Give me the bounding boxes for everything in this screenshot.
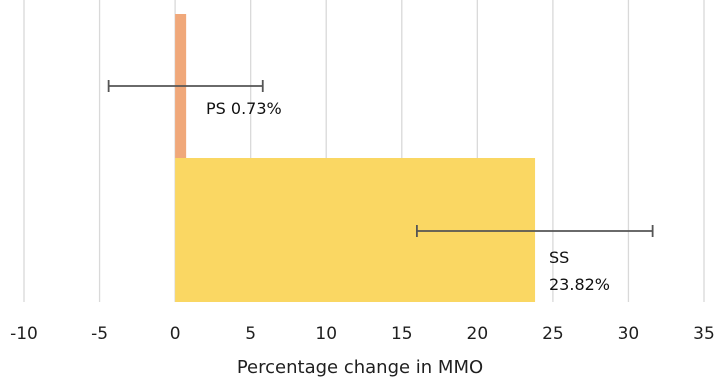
- data-label-ps: PS 0.73%: [206, 99, 282, 118]
- x-tick-label-0: -10: [10, 324, 38, 344]
- data-label-ss-value: 23.82%: [549, 275, 610, 294]
- bars: [175, 14, 536, 302]
- bar-ss: [175, 158, 536, 302]
- x-tick-label-5: 15: [391, 324, 413, 344]
- x-tick-label-3: 5: [245, 324, 256, 344]
- error-bars: [107, 80, 654, 237]
- data-label-ss-name: SS: [549, 248, 569, 267]
- x-tick-label-9: 35: [693, 324, 715, 344]
- x-tick-label-8: 30: [618, 324, 640, 344]
- x-axis-ticks: -10 -5 0 5 10 15 20 25 30 35: [10, 324, 715, 344]
- x-tick-label-4: 10: [315, 324, 337, 344]
- x-tick-label-2: 0: [170, 324, 181, 344]
- data-labels: SS 23.82% PS 0.73%: [206, 99, 610, 294]
- errorbar-ps: [107, 80, 264, 92]
- x-axis-title: Percentage change in MMO: [237, 357, 483, 378]
- x-tick-label-1: -5: [91, 324, 108, 344]
- errorbar-ss: [415, 225, 654, 237]
- x-tick-label-7: 25: [542, 324, 564, 344]
- x-tick-label-6: 20: [467, 324, 489, 344]
